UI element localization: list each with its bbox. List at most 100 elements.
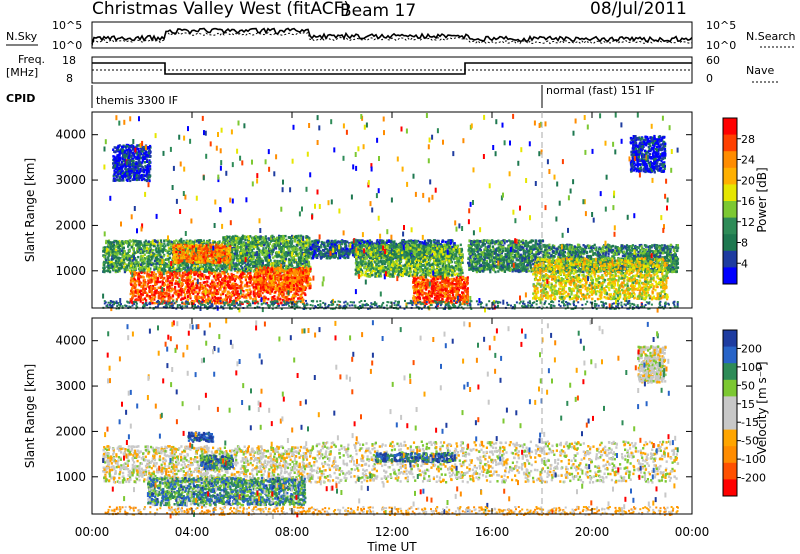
range-gate-cell — [286, 281, 288, 284]
range-gate-cell — [111, 258, 113, 261]
range-gate-cell — [279, 260, 281, 263]
range-gate-cell — [237, 295, 239, 298]
range-gate-cell — [168, 265, 170, 268]
range-gate-cell — [265, 259, 267, 262]
range-gate-cell — [134, 274, 136, 277]
range-gate-cell — [151, 271, 153, 274]
range-gate-cell — [187, 269, 189, 272]
range-gate-cell — [146, 251, 148, 254]
range-gate-cell — [166, 289, 168, 292]
range-gate-cell — [119, 264, 121, 267]
range-gate-cell — [158, 294, 160, 297]
range-gate-cell — [153, 278, 155, 281]
range-gate-cell — [215, 297, 217, 300]
range-gate-cell — [192, 287, 194, 290]
range-gate-cell — [167, 255, 169, 258]
range-gate-cell — [302, 243, 304, 246]
range-gate-cell — [129, 267, 131, 270]
range-gate-cell — [241, 255, 243, 258]
range-gate-cell — [249, 288, 251, 291]
range-gate-cell — [171, 273, 173, 276]
range-gate-cell — [219, 270, 221, 273]
range-gate-cell — [204, 258, 206, 261]
range-gate-cell — [252, 278, 254, 281]
range-gate-cell — [217, 246, 219, 249]
range-gate-cell — [247, 243, 249, 246]
range-gate-cell — [237, 290, 239, 293]
range-gate-cell — [113, 262, 115, 265]
range-gate-cell — [280, 302, 282, 305]
range-gate-cell — [177, 257, 179, 260]
range-gate-cell — [286, 241, 288, 244]
range-gate-cell — [283, 281, 285, 284]
range-gate-cell — [131, 287, 133, 290]
range-gate-cell — [239, 259, 241, 262]
range-gate-cell — [297, 294, 299, 297]
range-gate-cell — [127, 269, 129, 272]
range-gate-cell — [300, 262, 302, 265]
range-gate-cell — [183, 257, 185, 260]
range-gate-cell — [207, 284, 209, 287]
range-gate-cell — [226, 244, 228, 247]
range-gate-cell — [226, 293, 228, 296]
range-gate-cell — [187, 255, 189, 257]
range-gate-cell — [185, 264, 187, 267]
range-gate-cell — [262, 292, 264, 295]
range-gate-cell — [227, 273, 229, 276]
range-gate-cell — [143, 259, 145, 262]
range-gate-cell — [184, 297, 186, 300]
range-gate-cell — [261, 241, 263, 244]
range-gate-cell — [264, 239, 266, 242]
range-gate-cell — [256, 287, 258, 290]
range-gate-cell — [252, 266, 254, 269]
range-gate-cell — [157, 278, 159, 281]
range-gate-cell — [268, 259, 270, 262]
range-gate-cell — [217, 278, 219, 281]
range-gate-cell — [283, 286, 285, 289]
freq-left-tick-bottom: 8 — [66, 72, 73, 85]
range-gate-cell — [276, 251, 278, 254]
range-gate-cell — [147, 279, 149, 282]
range-gate-cell — [142, 245, 144, 248]
range-gate-cell — [123, 259, 125, 262]
range-gate-cell — [257, 236, 259, 239]
range-gate-cell — [202, 296, 204, 299]
range-gate-cell — [163, 277, 165, 280]
range-gate-cell — [140, 293, 142, 296]
range-gate-cell — [278, 294, 280, 297]
range-gate-cell — [140, 255, 142, 257]
range-gate-cell — [285, 258, 287, 261]
range-gate-cell — [289, 236, 291, 239]
range-gate-cell — [282, 245, 284, 248]
range-gate-cell — [208, 252, 210, 255]
range-gate-cell — [152, 249, 154, 252]
range-gate-cell — [262, 260, 264, 263]
range-gate-cell — [210, 254, 212, 257]
range-gate-cell — [200, 278, 202, 281]
range-gate-cell — [131, 246, 133, 249]
range-gate-cell — [267, 237, 269, 240]
range-gate-cell — [214, 286, 216, 289]
range-gate-cell — [278, 251, 280, 254]
range-gate-cell — [219, 288, 221, 291]
range-gate-cell — [281, 248, 283, 251]
range-gate-cell — [265, 283, 267, 286]
range-gate-cell — [230, 296, 232, 299]
range-gate-cell — [103, 264, 105, 267]
range-gate-cell — [248, 294, 250, 297]
range-gate-cell — [260, 250, 262, 253]
range-gate-cell — [149, 245, 151, 248]
range-gate-cell — [226, 260, 228, 263]
range-gate-cell — [185, 254, 187, 256]
range-gate-cell — [166, 295, 168, 298]
range-gate-cell — [150, 274, 152, 277]
range-gate-cell — [148, 274, 150, 277]
range-gate-cell — [274, 264, 276, 267]
range-gate-cell — [205, 301, 207, 304]
range-gate-cell — [299, 267, 301, 270]
range-gate-cell — [219, 245, 221, 248]
range-gate-cell — [300, 295, 302, 298]
range-gate-cell — [192, 282, 194, 285]
range-gate-cell — [189, 293, 191, 296]
range-gate-cell — [111, 263, 113, 266]
